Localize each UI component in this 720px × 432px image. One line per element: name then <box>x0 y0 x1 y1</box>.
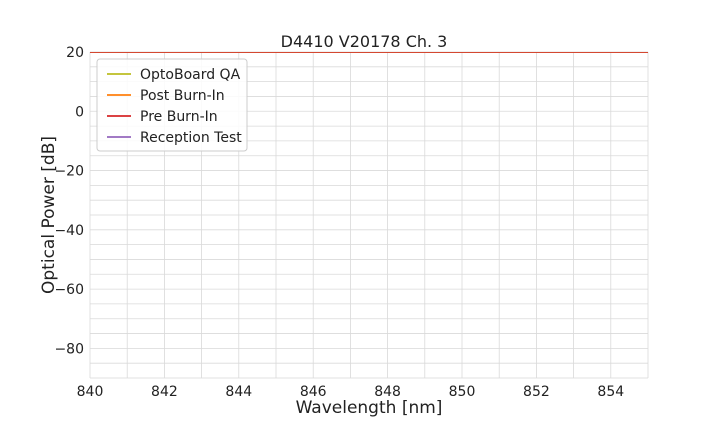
x-tick-label: 848 <box>374 384 401 400</box>
x-tick-label: 850 <box>449 384 476 400</box>
y-tick-label: −60 <box>54 282 84 298</box>
legend-label: Reception Test <box>140 130 242 146</box>
x-tick-label: 844 <box>225 384 252 400</box>
y-tick-label: −40 <box>54 223 84 239</box>
y-tick-label: 20 <box>66 45 84 61</box>
y-axis-label: Optical Power [dB] <box>39 136 59 294</box>
x-tick-label: 854 <box>597 384 624 400</box>
y-tick-label: −80 <box>54 341 84 357</box>
chart-title: D4410 V20178 Ch. 3 <box>281 32 448 51</box>
legend: OptoBoard QA Post Burn-In Pre Burn-In Recep… <box>96 58 248 152</box>
legend-label: Post Burn-In <box>140 88 225 104</box>
legend-box <box>96 58 248 152</box>
x-tick-label: 846 <box>300 384 327 400</box>
x-tick-label: 852 <box>523 384 550 400</box>
x-axis-ticks: 840 842 844 846 848 850 852 854 <box>77 384 625 400</box>
legend-label: OptoBoard QA <box>140 67 241 83</box>
y-tick-label: −20 <box>54 164 84 180</box>
x-tick-label: 842 <box>151 384 178 400</box>
y-axis-ticks: −80 −60 −40 −20 0 20 <box>54 45 84 357</box>
x-axis-label: Wavelength [nm] <box>296 398 443 418</box>
x-tick-label: 840 <box>77 384 104 400</box>
y-tick-label: 0 <box>75 104 84 120</box>
legend-label: Pre Burn-In <box>140 109 218 125</box>
